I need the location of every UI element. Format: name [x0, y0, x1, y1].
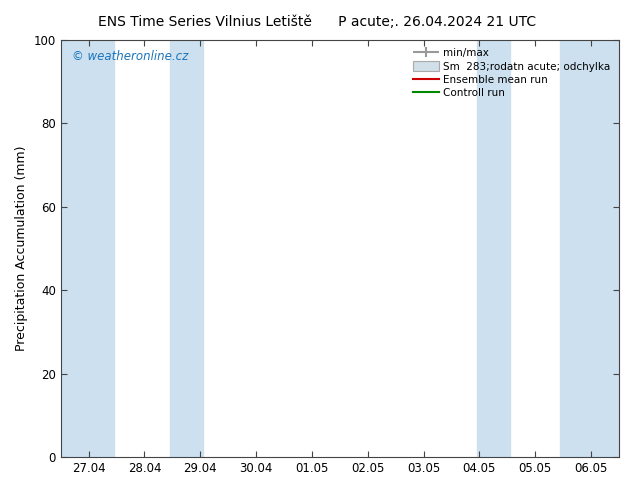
Bar — [169, 40, 203, 457]
Text: ENS Time Series Vilnius Letiště      P acute;. 26.04.2024 21 UTC: ENS Time Series Vilnius Letiště P acute;… — [98, 15, 536, 29]
Y-axis label: Precipitation Accumulation (mm): Precipitation Accumulation (mm) — [15, 146, 28, 351]
Bar — [560, 40, 622, 457]
Text: © weatheronline.cz: © weatheronline.cz — [72, 50, 188, 63]
Bar — [477, 40, 510, 457]
Bar — [61, 40, 113, 457]
Legend: min/max, Sm  283;rodatn acute; odchylka, Ensemble mean run, Controll run: min/max, Sm 283;rodatn acute; odchylka, … — [410, 45, 614, 101]
